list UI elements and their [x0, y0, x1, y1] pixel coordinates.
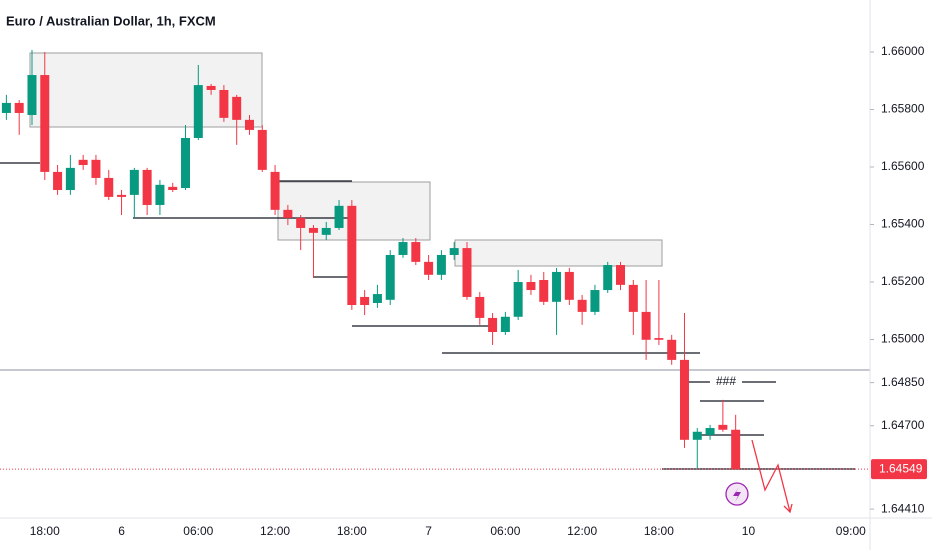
x-tick-label: 10	[742, 524, 756, 538]
candle-body	[539, 279, 549, 302]
candle-body	[129, 169, 139, 195]
candle-body	[219, 89, 229, 118]
x-tick-label: 12:00	[260, 524, 290, 538]
candle-body	[718, 424, 728, 430]
annotation: ###	[716, 374, 736, 388]
y-tick-label: 1.65600	[881, 159, 925, 173]
candle-body	[500, 316, 510, 333]
y-tick-label: 1.66000	[881, 44, 925, 58]
candle-body	[564, 271, 574, 300]
candle-body	[296, 217, 306, 228]
last-price-box	[871, 459, 927, 480]
x-tick-label: 09:00	[836, 524, 866, 538]
last-price-label: 1.64549	[879, 461, 923, 475]
candle-body	[641, 311, 651, 340]
x-tick-label: 06:00	[183, 524, 213, 538]
candle-body	[705, 428, 715, 435]
candle-body	[513, 281, 523, 317]
candle-body	[14, 102, 24, 113]
x-tick-label: 7	[425, 524, 432, 538]
candle-body	[372, 294, 382, 303]
candle-body	[1, 102, 11, 113]
x-tick-label: 6	[118, 524, 125, 538]
candle-body	[449, 248, 459, 255]
candle-body	[27, 75, 37, 115]
candle-body	[398, 242, 408, 255]
candle-body	[692, 431, 702, 440]
y-tick-label: 1.65800	[881, 102, 925, 116]
projection-arrow	[751, 439, 791, 513]
candle-body	[654, 338, 664, 340]
candle-body	[667, 339, 677, 360]
candle-body	[78, 159, 88, 166]
y-tick-label: 1.64850	[881, 375, 925, 389]
candle-body	[424, 261, 434, 275]
candle-body	[552, 271, 562, 302]
candle-body	[385, 254, 395, 300]
candle-body	[577, 299, 587, 312]
candle-body	[283, 209, 293, 218]
x-tick-label: 18:00	[337, 524, 367, 538]
candle-body	[168, 186, 178, 191]
candle-body	[488, 317, 498, 333]
candle-body	[270, 171, 280, 210]
x-tick-label: 18:00	[644, 524, 674, 538]
candle-body	[206, 85, 216, 90]
candle-body	[731, 429, 741, 470]
candle-body	[526, 281, 536, 291]
y-tick-label: 1.65400	[881, 217, 925, 231]
y-tick-label: 1.65000	[881, 332, 925, 346]
candle-body	[181, 137, 191, 188]
candle-body	[104, 177, 114, 197]
candle-body	[411, 242, 421, 262]
chart-title: Euro / Australian Dollar, 1h, FXCM	[6, 13, 216, 28]
candle-body	[321, 227, 331, 235]
candle-body	[616, 265, 626, 285]
candle-body	[334, 205, 344, 228]
candle-body	[628, 284, 638, 312]
candle-body	[360, 296, 370, 305]
candle-body	[244, 119, 254, 130]
candle-body	[155, 184, 165, 205]
candle-body	[590, 290, 600, 312]
candle-body	[232, 96, 242, 120]
y-tick-label: 1.64410	[881, 501, 925, 515]
candle-body	[436, 254, 446, 275]
x-tick-label: 12:00	[567, 524, 597, 538]
candle-body	[475, 296, 485, 318]
x-tick-label: 18:00	[30, 524, 60, 538]
candle-body	[257, 129, 267, 170]
candle-body	[117, 194, 127, 197]
x-tick-label: 06:00	[490, 524, 520, 538]
candle-body	[53, 171, 63, 191]
lightning	[733, 487, 741, 502]
candle-body	[347, 205, 357, 305]
candle-body	[193, 85, 203, 138]
candle-body	[142, 169, 152, 205]
candle-body	[65, 167, 75, 191]
candle-body	[308, 227, 318, 233]
candle-body	[679, 359, 689, 440]
zone	[454, 239, 663, 267]
candle-body	[603, 265, 613, 291]
y-tick-label: 1.65200	[881, 274, 925, 288]
candle-body	[91, 159, 101, 178]
candle-body	[462, 248, 472, 297]
candle-body	[40, 75, 50, 172]
y-tick-label: 1.64700	[881, 418, 925, 432]
arrow-head	[783, 503, 793, 514]
